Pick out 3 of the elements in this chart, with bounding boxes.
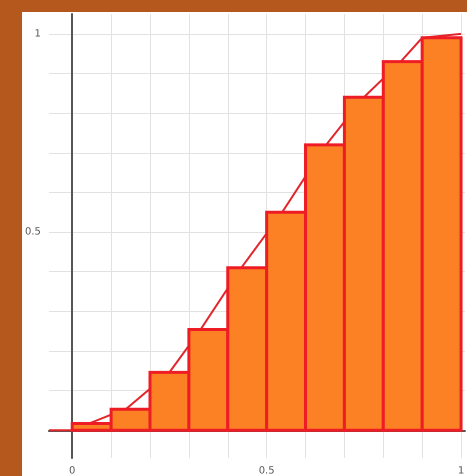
x-tick-label: 1 [458, 466, 464, 476]
x-tick-label: 0 [69, 466, 76, 476]
x-tick-label: 0.5 [258, 466, 275, 476]
